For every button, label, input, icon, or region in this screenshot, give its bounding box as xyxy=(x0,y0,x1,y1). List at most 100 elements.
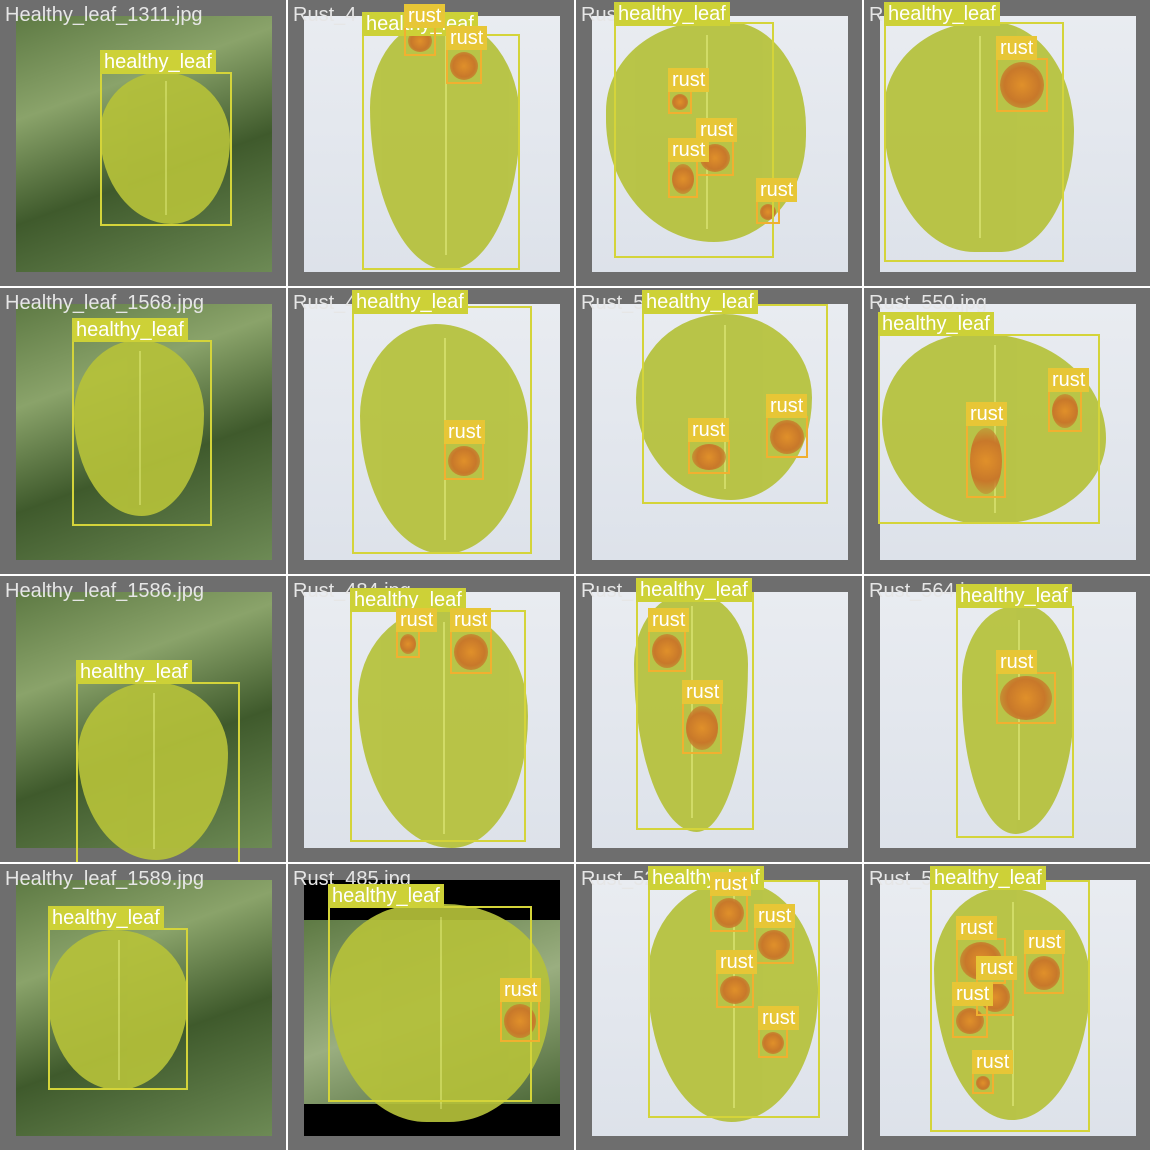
rust-label: rust xyxy=(966,402,1008,426)
rust-spot xyxy=(652,634,682,668)
leaf xyxy=(48,930,188,1090)
healthy-leaf-box: healthy_leaf xyxy=(352,290,532,554)
rust-label: rust xyxy=(696,118,738,142)
rust-spot xyxy=(672,94,688,110)
healthy-leaf-label: healthy_leaf xyxy=(48,906,164,930)
leaf-vein xyxy=(118,939,120,1081)
healthy-leaf-label: healthy_leaf xyxy=(328,884,444,908)
healthy-leaf-box: healthy_leaf xyxy=(328,884,532,1102)
rust-box: rust xyxy=(396,608,438,658)
filename-label: Rust_ xyxy=(581,580,634,602)
leaf-vein xyxy=(979,35,981,239)
rust-label: rust xyxy=(710,872,752,896)
rust-box: rust xyxy=(956,916,1006,984)
rust-label: rust xyxy=(976,956,1018,980)
rust-box: rust xyxy=(648,608,690,672)
rust-label: rust xyxy=(648,608,690,632)
rust-label: rust xyxy=(766,394,808,418)
rust-spot xyxy=(450,52,478,80)
rust-label: rust xyxy=(446,26,488,50)
rust-label: rust xyxy=(716,950,758,974)
healthy-leaf-label: healthy_leaf xyxy=(956,584,1072,608)
rust-label: rust xyxy=(682,680,724,704)
rust-spot xyxy=(686,706,718,750)
rust-box: rust xyxy=(756,178,798,224)
rust-spot xyxy=(400,634,416,654)
healthy-leaf-label: healthy_leaf xyxy=(614,2,730,26)
rust-box: rust xyxy=(996,36,1048,112)
rust-label: rust xyxy=(500,978,542,1002)
healthy-leaf-box: healthy_leaf xyxy=(884,2,1064,262)
rust-box: rust xyxy=(710,872,752,932)
rust-box: rust xyxy=(688,418,730,474)
filename-label: Healthy_leaf_1311.jpg xyxy=(5,4,203,26)
rust-label: rust xyxy=(404,4,446,28)
rust-spot xyxy=(1000,676,1052,720)
healthy-leaf-box: healthy_leaf xyxy=(100,50,232,226)
image-tile: Rust_550.jpg healthy_leaf rust rust xyxy=(864,288,1150,574)
leaf xyxy=(74,340,204,516)
rust-box: rust xyxy=(500,978,542,1042)
healthy-leaf-box: healthy_leaf xyxy=(930,866,1090,1132)
image-tile: Rust_485.jpg healthy_leaf rust xyxy=(288,864,574,1150)
rust-box: rust xyxy=(444,420,486,480)
rust-label: rust xyxy=(688,418,730,442)
leaf xyxy=(884,22,1074,252)
healthy-leaf-label: healthy_leaf xyxy=(636,578,752,602)
leaf-vein xyxy=(139,350,141,506)
rust-label: rust xyxy=(668,68,710,92)
rust-box: rust xyxy=(404,4,446,56)
image-tile: Healthy_leaf_1311.jpg healthy_leaf xyxy=(0,0,286,286)
rust-box: rust xyxy=(668,138,710,198)
leaf-vein xyxy=(440,917,442,1109)
rust-box: rust xyxy=(668,68,710,114)
leaf-vein xyxy=(165,81,167,215)
healthy-leaf-box: healthy_leaf xyxy=(614,2,774,258)
rust-spot xyxy=(762,1032,784,1054)
rust-box: rust xyxy=(1024,930,1066,994)
filename-label: Healthy_leaf_1568.jpg xyxy=(5,292,205,314)
rust-label: rust xyxy=(996,650,1038,674)
rust-box: rust xyxy=(754,904,796,964)
leaf xyxy=(882,334,1106,524)
healthy-leaf-label: healthy_leaf xyxy=(884,2,1000,26)
healthy-leaf-box: healthy_leaf xyxy=(878,312,1100,524)
filename-label: Rust_564.j xyxy=(869,580,965,602)
rust-label: rust xyxy=(450,608,492,632)
rust-label: rust xyxy=(956,916,998,940)
healthy-leaf-box: healthy_leaf xyxy=(72,318,212,526)
rust-box: rust xyxy=(766,394,808,458)
healthy-leaf-box: healthy_leaf xyxy=(362,12,520,270)
rust-box: rust xyxy=(1048,368,1090,432)
rust-spot xyxy=(1000,62,1044,108)
rust-box: rust xyxy=(446,26,488,84)
healthy-leaf-box: healthy_leaf xyxy=(76,660,240,862)
rust-spot xyxy=(1028,956,1060,990)
rust-box: rust xyxy=(758,1006,800,1058)
image-tile: Healthy_leaf_1568.jpg healthy_leaf xyxy=(0,288,286,574)
rust-spot xyxy=(720,976,750,1004)
rust-spot xyxy=(770,420,804,454)
rust-box: rust xyxy=(966,402,1008,498)
rust-label: rust xyxy=(952,982,994,1006)
healthy-leaf-label: healthy_leaf xyxy=(72,318,188,342)
leaf-vein xyxy=(153,692,155,850)
healthy-leaf-box: healthy_leaf xyxy=(636,578,754,830)
rust-label: rust xyxy=(754,904,796,928)
healthy-leaf-label: healthy_leaf xyxy=(878,312,994,336)
rust-spot xyxy=(448,446,480,476)
leaf-vein xyxy=(994,345,996,513)
healthy-leaf-box: healthy_leaf xyxy=(956,584,1074,838)
leaf xyxy=(78,682,228,860)
healthy-leaf-box: healthy_leaf xyxy=(642,290,828,504)
rust-box: rust xyxy=(996,650,1056,724)
rust-box: rust xyxy=(716,950,758,1008)
healthy-leaf-box: healthy_leaf xyxy=(350,588,526,842)
rust-box: rust xyxy=(972,1050,1014,1094)
healthy-leaf-label: healthy_leaf xyxy=(100,50,216,74)
healthy-leaf-box: healthy_leaf xyxy=(48,906,188,1090)
